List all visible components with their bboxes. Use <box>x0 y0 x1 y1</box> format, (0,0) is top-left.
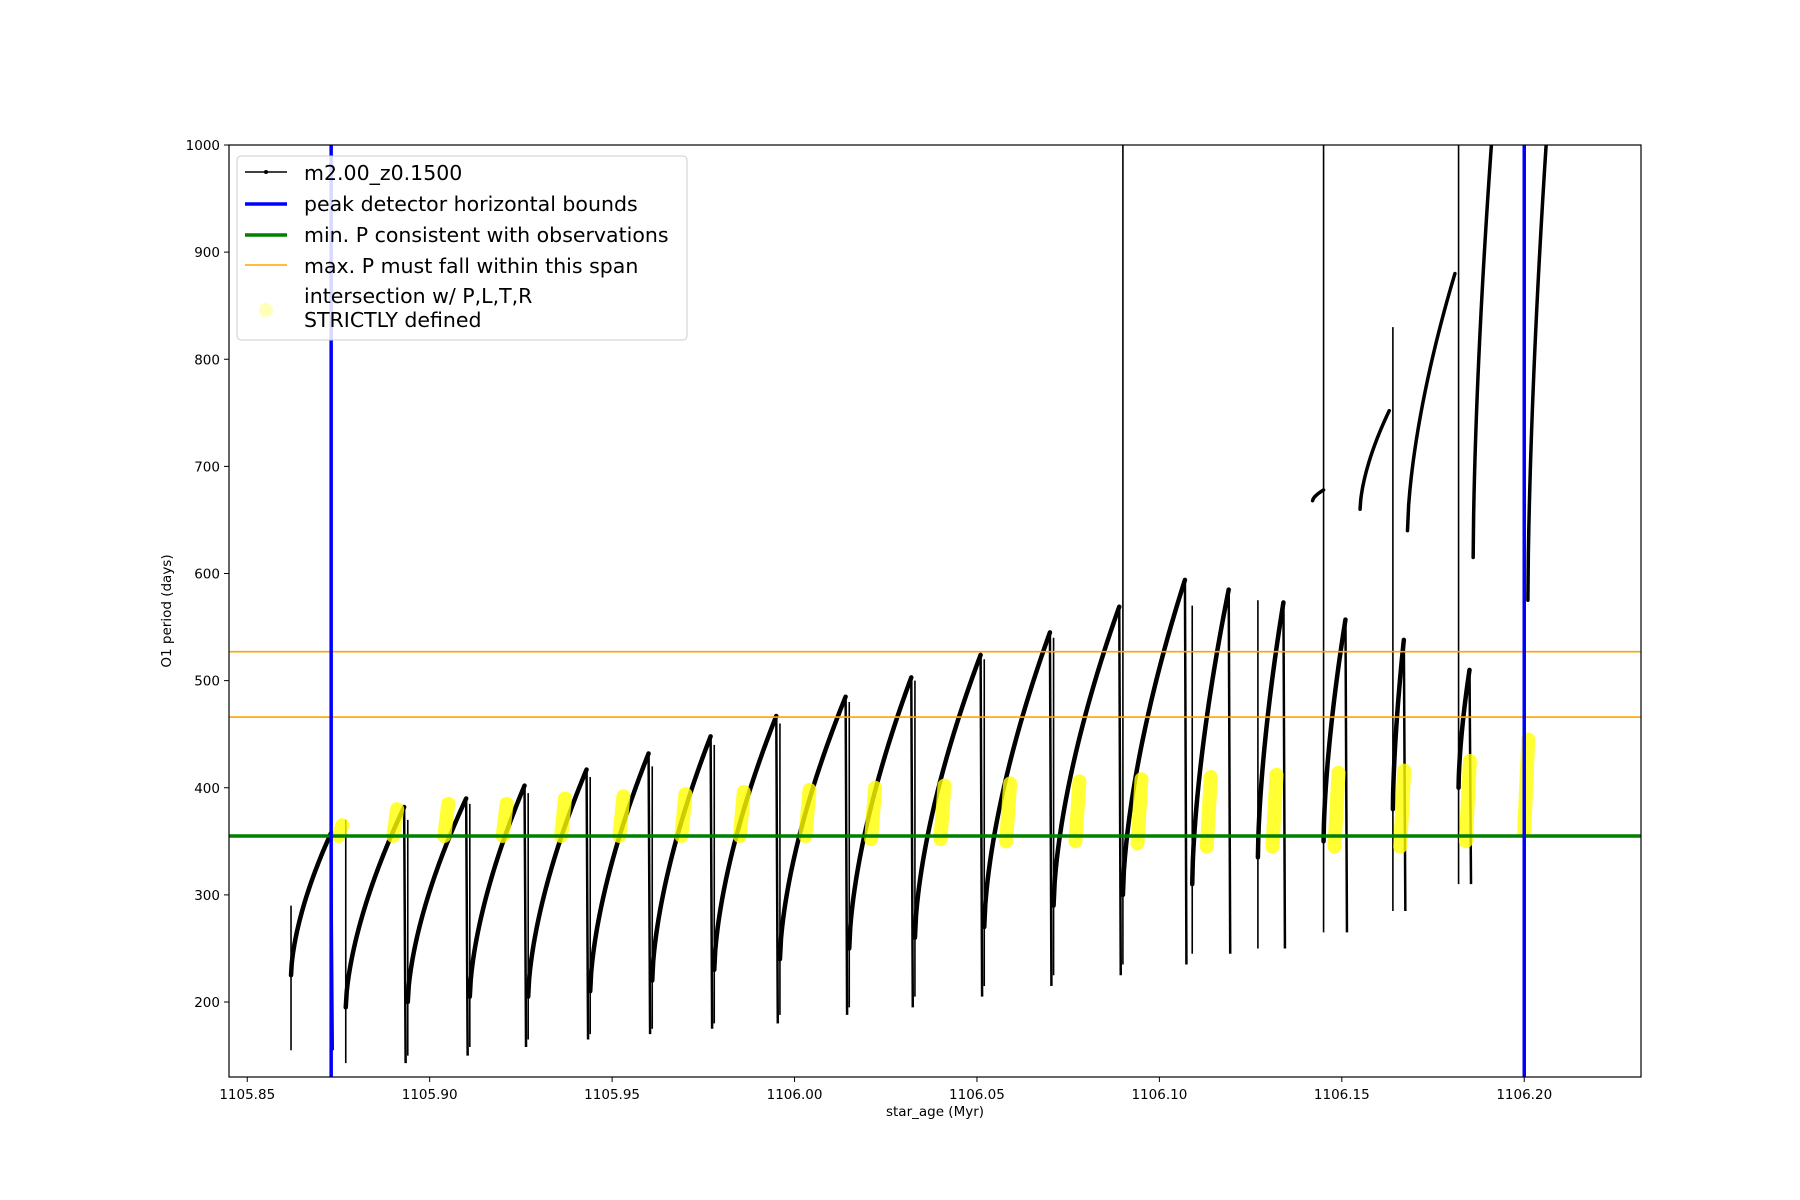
x-tick-label-1: 1105.90 <box>402 1087 458 1103</box>
intersection-cluster-1 <box>386 802 405 843</box>
model-cycle-14 <box>1189 587 1232 954</box>
model-cycle-14-curve <box>1189 587 1231 887</box>
legend-swatch-model-marker <box>264 170 268 174</box>
model-cycle-10 <box>912 652 984 997</box>
model-upper-branch-1 <box>1358 408 1391 511</box>
model-cycle-12-curve <box>1051 604 1122 908</box>
x-tick-label-0: 1105.85 <box>219 1087 275 1103</box>
model-cycle-1-drop <box>402 807 407 1064</box>
model-cycle-2-drop <box>464 798 469 1056</box>
intersection-cluster-9 <box>864 780 883 847</box>
model-cycle-13-drop <box>1183 579 1188 965</box>
intersection-cluster-2 <box>437 796 456 843</box>
x-tick-label-3: 1106.00 <box>767 1087 823 1103</box>
x-axis-label: star_age (Myr) <box>886 1104 984 1120</box>
intersection-cluster-17 <box>1393 763 1412 854</box>
model-cycle-3-curve <box>467 783 527 999</box>
x-tick-label-7: 1106.20 <box>1496 1087 1552 1103</box>
x-axis: 1105.85 1105.90 1105.95 1106.00 1106.05 1106.… <box>219 1077 1552 1103</box>
model-cycle-4-curve <box>525 767 589 999</box>
legend-label-model: m2.00_z0.1500 <box>304 161 462 186</box>
intersection-cluster-3 <box>495 796 514 843</box>
model-cycle-2 <box>405 796 469 1056</box>
model-upper-branch-3 <box>1471 145 1494 560</box>
intersection-cluster-10 <box>933 778 952 847</box>
y-tick-label-2: 400 <box>194 781 220 797</box>
model-cycle-3-drop <box>523 785 528 1048</box>
model-cycle-16-curve <box>1321 617 1348 844</box>
y-axis-label: O1 period (days) <box>159 554 175 667</box>
model-cycle-6-drop <box>709 736 714 1029</box>
model-cycle-15-curve <box>1255 600 1286 860</box>
model-upper-branch-0 <box>1310 488 1326 503</box>
model-cycle-4-drop <box>585 769 590 1040</box>
intersection-cluster-7 <box>732 785 751 843</box>
model-cycle-11 <box>982 630 1053 986</box>
y-tick-label-6: 800 <box>194 352 220 368</box>
y-tick-label-1: 300 <box>194 888 220 904</box>
legend-box <box>236 155 688 341</box>
legend-label-max-period-span: max. P must fall within this span <box>304 254 638 278</box>
model-cycle-9-curve <box>847 675 914 951</box>
model-cycle-16 <box>1321 145 1349 933</box>
x-tick-label-4: 1106.05 <box>949 1087 1005 1103</box>
x-tick-label-2: 1105.95 <box>584 1087 640 1103</box>
model-upper-branch-2 <box>1405 271 1457 533</box>
model-cycle-13 <box>1120 145 1188 965</box>
plot-frame <box>228 144 1642 1078</box>
model-cycle-11-curve <box>982 630 1053 930</box>
intersection-cluster-13 <box>1130 772 1149 851</box>
legend-label-min-period: min. P consistent with observations <box>304 223 669 247</box>
y-axis: 200 300 400 500 600 700 800 900 1000 <box>186 138 229 1011</box>
model-cycle-9 <box>847 675 915 1008</box>
intersection-cluster-6 <box>674 787 693 843</box>
model-cycle-8-drop <box>844 696 849 1015</box>
intersection-cluster-0 <box>331 818 350 843</box>
y-tick-label-0: 200 <box>194 995 220 1011</box>
x-tick-label-6: 1106.15 <box>1314 1087 1370 1103</box>
legend-label-intersection-line2: STRICTLY defined <box>304 308 482 332</box>
intersection-cluster-4 <box>554 791 573 843</box>
legend-label-intersection: intersection w/ P,L,T,R <box>304 284 532 308</box>
intersection-cluster-8 <box>798 782 817 843</box>
model-cycle-7-drop <box>775 715 780 1024</box>
intersection-cluster-5 <box>612 789 631 843</box>
model-cycle-15 <box>1255 600 1287 949</box>
model-cycle-9-drop <box>910 677 915 1008</box>
model-cycle-10-curve <box>912 652 983 940</box>
plot-content <box>229 145 1641 1077</box>
model-cycle-5-drop <box>647 753 652 1035</box>
y-tick-label-8: 1000 <box>186 138 220 154</box>
y-tick-label-4: 600 <box>194 567 220 583</box>
y-tick-label-7: 900 <box>194 245 220 261</box>
legend-swatch-intersection <box>259 303 273 317</box>
y-tick-label-5: 700 <box>194 459 220 475</box>
model-cycle-12 <box>1051 604 1123 976</box>
legend-label-peak-bounds: peak detector horizontal bounds <box>304 192 638 216</box>
model-cycle-17-curve <box>1390 637 1407 812</box>
model-cycle-0-curve <box>288 830 334 978</box>
model-cycle-2-curve <box>405 796 469 1005</box>
model-cycle-10-drop <box>979 654 984 997</box>
y-tick-label-3: 500 <box>194 674 220 690</box>
model-upper-branch-4 <box>1526 145 1548 603</box>
intersection-cluster-11 <box>999 776 1018 849</box>
model-cycle-14-drop <box>1227 589 1232 954</box>
model-cycle-18-curve <box>1456 667 1472 791</box>
x-tick-label-5: 1106.10 <box>1131 1087 1187 1103</box>
model-cycle-15-drop <box>1282 602 1287 949</box>
model-cycle-13-curve <box>1120 577 1188 898</box>
intersection-cluster-12 <box>1068 774 1087 849</box>
legend: m2.00_z0.1500 peak detector horizontal b… <box>236 155 688 341</box>
intersection-cluster-18 <box>1458 753 1477 849</box>
model-cycle-12-drop <box>1118 606 1123 976</box>
model-cycle-16-drop <box>1344 619 1349 933</box>
model-cycle-11-drop <box>1048 632 1053 986</box>
model-cycle-3 <box>467 783 528 1048</box>
model-cycle-4 <box>525 767 590 1040</box>
